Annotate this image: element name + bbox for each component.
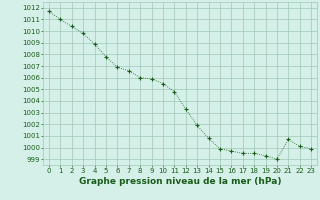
X-axis label: Graphe pression niveau de la mer (hPa): Graphe pression niveau de la mer (hPa) <box>79 177 281 186</box>
